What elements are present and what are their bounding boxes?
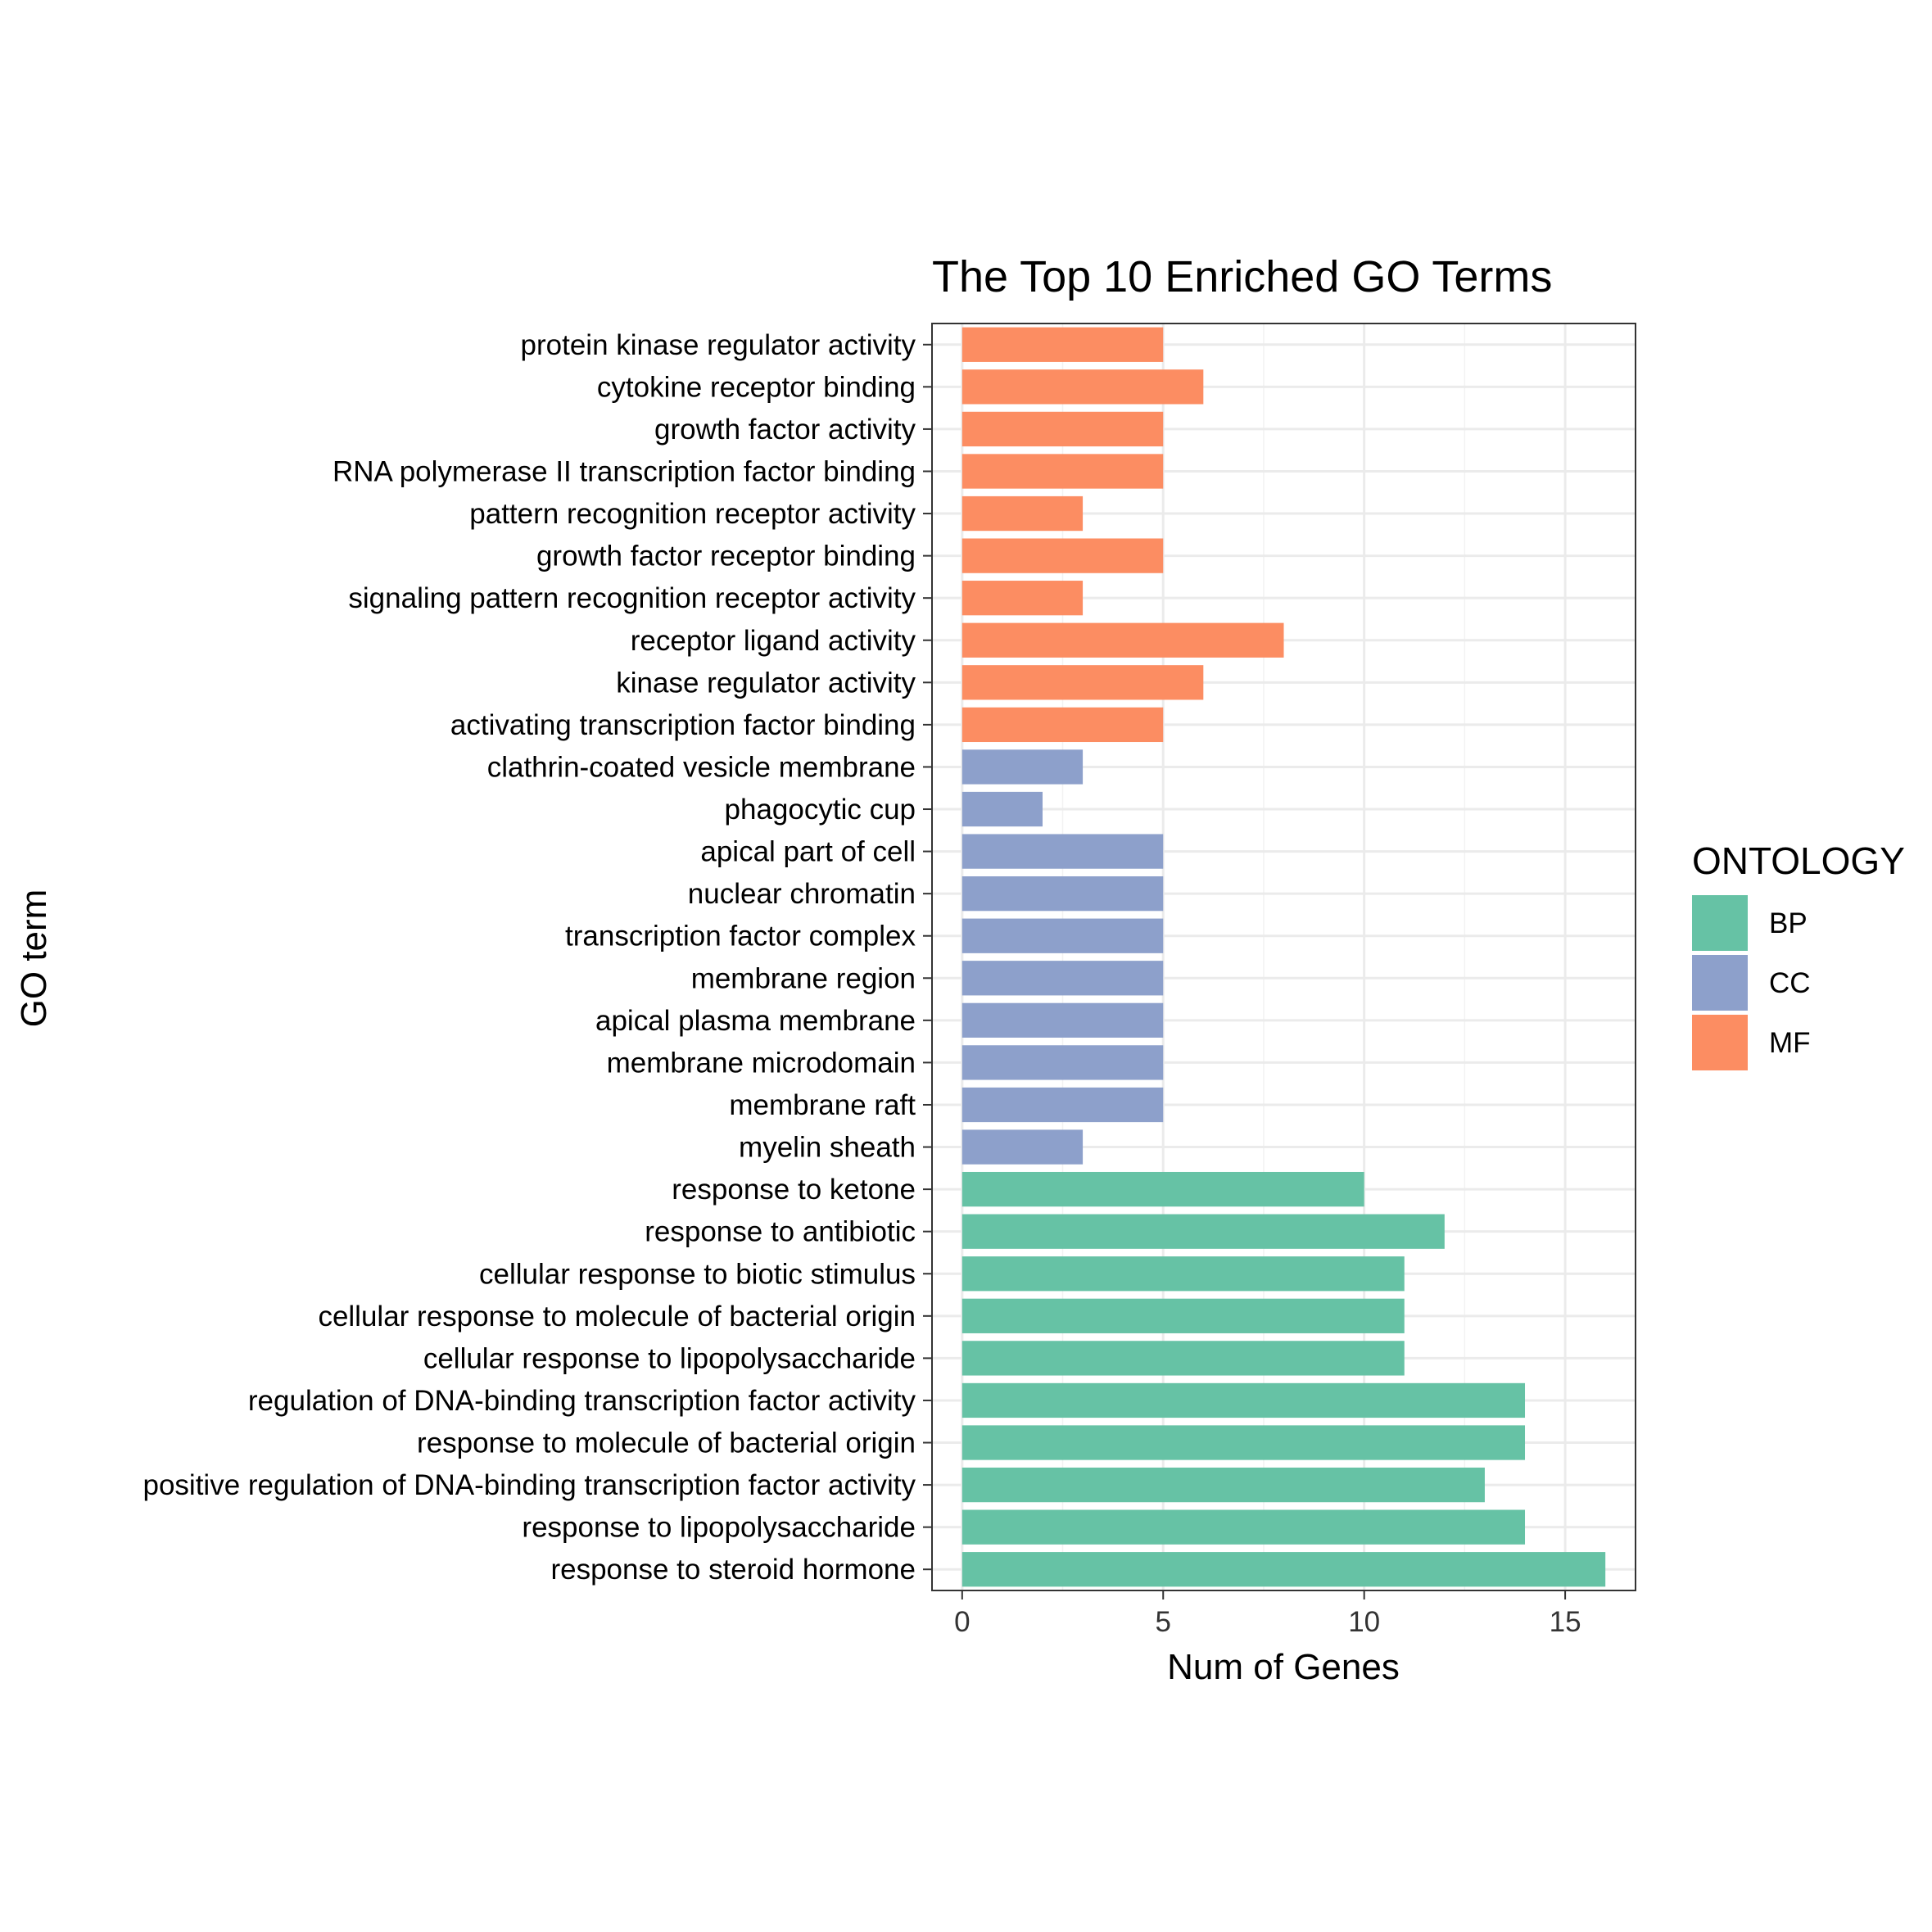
legend-label-mf: MF	[1769, 1027, 1811, 1059]
y-tick-label: cellular response to biotic stimulus	[479, 1258, 916, 1290]
bar-mf	[961, 327, 1164, 362]
y-tick-label: myelin sheath	[739, 1132, 916, 1164]
x-tick-label: 0	[954, 1606, 970, 1638]
bar-mf	[961, 538, 1164, 573]
y-tick-label: membrane microdomain	[607, 1047, 916, 1079]
y-tick-label: response to antibiotic	[645, 1216, 916, 1248]
bar-cc	[961, 918, 1164, 953]
bar-cc	[961, 961, 1164, 996]
y-tick-label: receptor ligand activity	[631, 625, 916, 657]
bar-bp	[961, 1425, 1526, 1460]
y-axis: protein kinase regulator activity cytokin…	[143, 329, 932, 1586]
y-tick-label: pattern recognition receptor activity	[469, 498, 916, 530]
y-tick-label: phagocytic cup	[725, 794, 916, 826]
y-tick-label: cellular response to molecule of bacteri…	[318, 1301, 916, 1332]
bar-cc	[961, 1129, 1084, 1165]
legend-key-cc	[1692, 955, 1748, 1011]
bar-bp	[961, 1214, 1445, 1249]
y-tick-label: positive regulation of DNA-binding trans…	[143, 1469, 916, 1501]
bar-bp	[961, 1509, 1526, 1545]
legend-key-mf	[1692, 1015, 1748, 1070]
y-tick-label: response to molecule of bacterial origin	[417, 1428, 916, 1459]
bar-bp	[961, 1552, 1606, 1587]
y-tick-label: response to steroid hormone	[550, 1554, 916, 1586]
chart-title: The Top 10 Enriched GO Terms	[932, 252, 1552, 301]
legend-key-bp	[1692, 895, 1748, 951]
x-tick-label: 15	[1550, 1606, 1581, 1638]
x-tick-label: 5	[1156, 1606, 1171, 1638]
bar-bp	[961, 1298, 1405, 1333]
y-tick-label: signaling pattern recognition receptor a…	[348, 582, 916, 614]
legend-title: ONTOLOGY	[1692, 839, 1905, 882]
y-tick-label: transcription factor complex	[565, 921, 916, 952]
y-tick-label: kinase regulator activity	[616, 667, 916, 699]
y-tick-label: protein kinase regulator activity	[521, 329, 916, 361]
legend-label-cc: CC	[1769, 967, 1811, 999]
bar-cc	[961, 1087, 1164, 1123]
bar-bp	[961, 1382, 1526, 1418]
bar-mf	[961, 495, 1084, 532]
bar-bp	[961, 1341, 1405, 1376]
bar-cc	[961, 791, 1043, 827]
plot-panel-background	[932, 324, 1636, 1590]
y-tick-label: response to lipopolysaccharide	[522, 1512, 916, 1544]
y-tick-label: growth factor receptor binding	[536, 541, 916, 572]
y-tick-label: response to ketone	[672, 1174, 916, 1206]
bar-mf	[961, 622, 1284, 658]
y-tick-label: growth factor activity	[654, 414, 916, 446]
y-tick-label: clathrin-coated vesicle membrane	[487, 751, 916, 783]
legend: ONTOLOGY BP CC MF	[1692, 839, 1905, 1070]
legend-label-bp: BP	[1769, 907, 1808, 939]
bar-cc	[961, 749, 1084, 785]
bar-mf	[961, 454, 1164, 489]
plot-panel-border	[931, 323, 1636, 1591]
bar-mf	[961, 707, 1164, 743]
y-tick-label: cellular response to lipopolysaccharide	[423, 1342, 916, 1374]
bar-bp	[961, 1171, 1364, 1207]
y-axis-title: GO term	[14, 889, 54, 1028]
bar-cc	[961, 1002, 1164, 1038]
bar-bp	[961, 1467, 1485, 1503]
y-tick-label: membrane raft	[729, 1089, 916, 1121]
bar-mf	[961, 581, 1084, 616]
y-tick-label: nuclear chromatin	[688, 878, 916, 910]
y-tick-label: apical plasma membrane	[595, 1005, 916, 1037]
x-axis: 0 5 10 15	[954, 1590, 1581, 1638]
y-tick-label: regulation of DNA-binding transcription …	[248, 1385, 916, 1417]
y-tick-label: apical part of cell	[700, 836, 916, 868]
bar-cc	[961, 1045, 1164, 1080]
bars	[961, 327, 1606, 1587]
y-tick-label: RNA polymerase II transcription factor b…	[333, 455, 916, 487]
bar-bp	[961, 1256, 1405, 1292]
bar-mf	[961, 369, 1204, 405]
bar-mf	[961, 665, 1204, 700]
x-tick-label: 10	[1348, 1606, 1380, 1638]
y-tick-label: activating transcription factor binding	[450, 709, 916, 741]
bar-cc	[961, 834, 1164, 869]
y-tick-label: membrane region	[691, 962, 916, 994]
y-tick-label: cytokine receptor binding	[597, 371, 916, 403]
bar-mf	[961, 411, 1164, 447]
x-axis-title: Num of Genes	[1167, 1647, 1400, 1687]
bar-cc	[961, 876, 1164, 912]
